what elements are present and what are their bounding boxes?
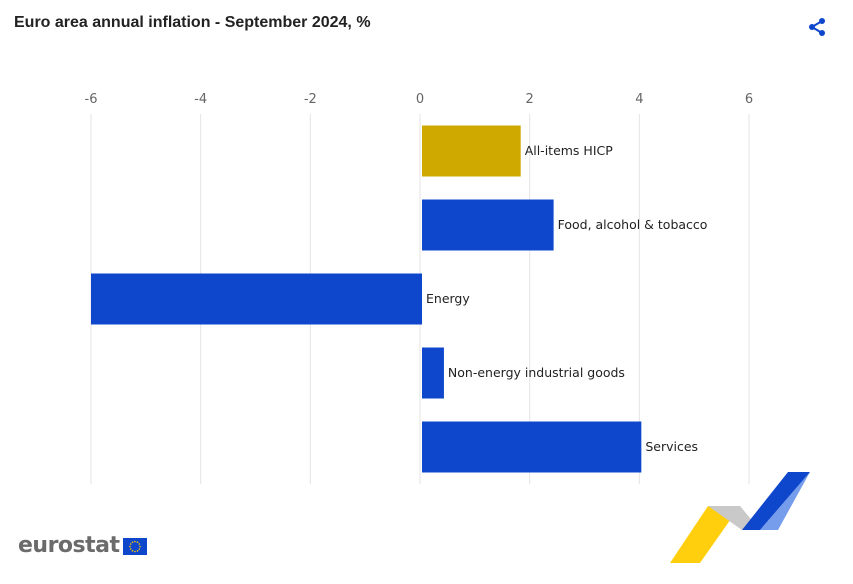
eurostat-logo: eurostat (18, 532, 147, 558)
x-tick-label: 0 (416, 92, 424, 107)
x-tick-label: -4 (194, 92, 207, 107)
bar[interactable] (422, 347, 444, 399)
category-label: All-items HICP (525, 143, 614, 158)
share-icon[interactable] (806, 16, 828, 38)
bar[interactable] (91, 273, 422, 325)
x-tick-label: -6 (85, 92, 98, 107)
category-label: Non-energy industrial goods (448, 365, 625, 380)
bar[interactable] (422, 199, 554, 251)
category-label: Food, alcohol & tobacco (558, 217, 708, 232)
ribbon-decoration-icon (670, 472, 810, 563)
x-axis-ticks: -6 -4 -2 0 2 4 6 (85, 92, 754, 107)
bars (91, 125, 642, 473)
x-tick-label: 4 (635, 92, 643, 107)
x-tick-label: 6 (745, 92, 753, 107)
bar[interactable] (422, 125, 521, 177)
x-tick-label: -2 (304, 92, 317, 107)
chart-title: Euro area annual inflation - September 2… (14, 14, 371, 31)
category-label: Energy (426, 291, 470, 306)
logo-text: eurostat (18, 532, 120, 558)
x-tick-label: 2 (526, 92, 534, 107)
eu-flag-icon (122, 537, 147, 555)
bar[interactable] (422, 421, 642, 473)
category-label: Services (645, 439, 698, 454)
category-labels: All-items HICP Food, alcohol & tobacco Ene… (426, 143, 707, 454)
